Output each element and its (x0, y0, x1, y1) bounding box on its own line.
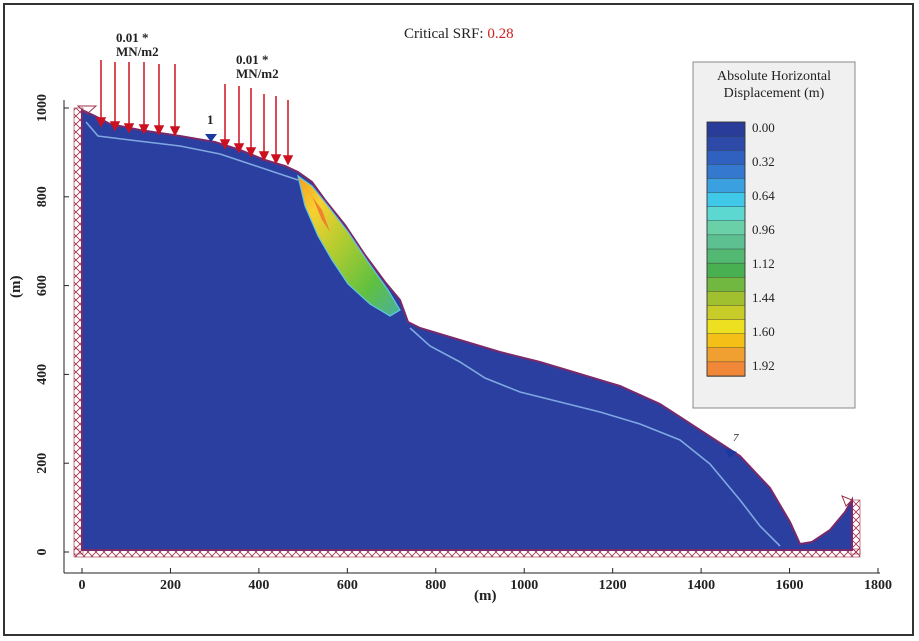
x-axis-label: (m) (474, 588, 497, 604)
y-axis-label: (m) (8, 276, 24, 299)
x-tick-label: 1400 (687, 578, 715, 593)
legend-color-swatch (706, 361, 746, 377)
load-arrows-2 (219, 84, 294, 166)
upper-slip-line (85, 121, 299, 181)
slope-body (81, 108, 853, 551)
legend-title-line1: Absolute Horizontal (717, 69, 831, 84)
x-tick-label: 1000 (510, 578, 538, 593)
y-tick-label: 600 (35, 275, 50, 296)
load-1-unit: MN/m2 (116, 44, 159, 59)
legend-color-swatch (706, 150, 746, 166)
x-tick-label: 800 (425, 578, 446, 593)
legend-color-swatch (706, 248, 746, 264)
legend-color-swatch (706, 291, 746, 307)
legend-color-swatch (706, 333, 746, 349)
x-tick-label: 200 (160, 578, 181, 593)
legend-color-swatch (706, 319, 746, 335)
marker-1-label: 1 (207, 112, 214, 127)
legend-value: 0.96 (752, 222, 775, 237)
legend-colorbar-outline (706, 121, 746, 377)
y-tick-label: 0 (35, 549, 50, 556)
legend-value: 1.44 (752, 290, 775, 305)
corner-marker-icon (76, 105, 98, 115)
legend-color-swatch (706, 220, 746, 236)
legend-color-swatch (706, 206, 746, 222)
y-axis: 0 200 400 600 800 1000 (m) (8, 94, 69, 573)
legend-color-swatch (706, 234, 746, 250)
legend: Absolute Horizontal Displacement (m) 0.0… (692, 61, 856, 409)
x-tick-label: 400 (248, 578, 269, 593)
legend-title-line2: Displacement (m) (724, 86, 825, 101)
legend-value: 1.12 (752, 256, 775, 271)
legend-color-swatch (706, 164, 746, 180)
right-corner-marker-icon (841, 495, 853, 507)
load-2-unit: MN/m2 (236, 66, 279, 81)
legend-color-swatch (706, 178, 746, 194)
slip-zone (297, 174, 401, 317)
load-arrows-1 (95, 60, 181, 137)
x-tick-label: 1200 (599, 578, 627, 593)
load-2-value: 0.01 * (236, 52, 269, 67)
legend-color-swatch (706, 121, 746, 137)
legend-color-swatch (706, 135, 746, 151)
legend-value: 0.32 (752, 154, 775, 169)
legend-color-swatch (706, 347, 746, 363)
legend-color-swatch (706, 277, 746, 293)
marker-7-label: 7 (733, 432, 739, 444)
legend-color-swatch (706, 192, 746, 208)
high-displacement-core (300, 180, 330, 232)
y-tick-label: 400 (35, 364, 50, 385)
legend-value: 1.92 (752, 358, 775, 373)
x-tick-label: 1800 (864, 578, 892, 593)
legend-color-swatch (706, 305, 746, 321)
load-1-value: 0.01 * (116, 30, 149, 45)
legend-value: 0.00 (752, 120, 775, 135)
critical-srf-title: Critical SRF: 0.28 (404, 26, 514, 42)
water-table-marker-1-icon (205, 134, 217, 142)
water-table-marker-7-icon (725, 448, 737, 458)
x-tick-label: 0 (79, 578, 86, 593)
y-tick-label: 1000 (35, 94, 50, 122)
y-tick-label: 800 (35, 186, 50, 207)
legend-color-swatch (706, 262, 746, 278)
x-tick-label: 600 (337, 578, 358, 593)
y-tick-label: 200 (35, 453, 50, 474)
legend-value: 1.60 (752, 324, 775, 339)
x-tick-label: 1600 (776, 578, 804, 593)
lower-slip-line (409, 327, 781, 547)
x-axis: 0 200 400 600 800 1000 1200 1400 1600 1800 (m) (64, 568, 892, 604)
legend-value: 0.64 (752, 188, 775, 203)
